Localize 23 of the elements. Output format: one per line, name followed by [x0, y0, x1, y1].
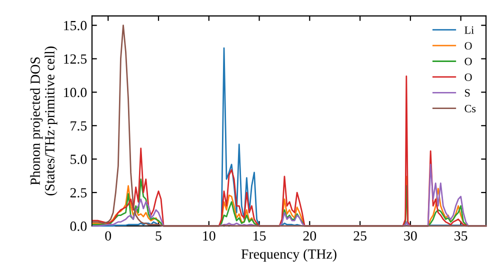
y-axis-title: Phonon projected DOS (States/THz·primitive cell)	[30, 46, 58, 196]
legend-label: O	[464, 58, 472, 66]
y-tick-label: 5.0	[70, 154, 87, 164]
legend-label: Cs	[464, 104, 476, 112]
y-tick-label: 7.5	[70, 121, 87, 131]
x-tick-label: 30	[404, 231, 417, 241]
y-tick-label: 0.0	[70, 222, 87, 231]
y-tick-label: 15.0	[64, 20, 87, 30]
x-tick-label: 0	[105, 231, 112, 241]
legend-label: Li	[464, 26, 474, 34]
x-tick-label: 10	[203, 231, 216, 241]
x-tick-label: 20	[303, 231, 316, 241]
x-axis-title: Frequency (THz)	[241, 248, 336, 262]
x-tick-label: 15	[254, 231, 266, 241]
y-tick-label: 12.5	[64, 54, 87, 64]
legend-label: O	[464, 73, 472, 81]
y-tick-label: 10.0	[64, 88, 87, 98]
x-tick-label: 5	[156, 231, 162, 241]
x-tick-label: 25	[354, 231, 366, 241]
y-tick-label: 2.5	[70, 188, 87, 198]
x-tick-label: 35	[454, 231, 468, 241]
legend-label: S	[465, 89, 470, 97]
legend-label: O	[464, 42, 472, 50]
